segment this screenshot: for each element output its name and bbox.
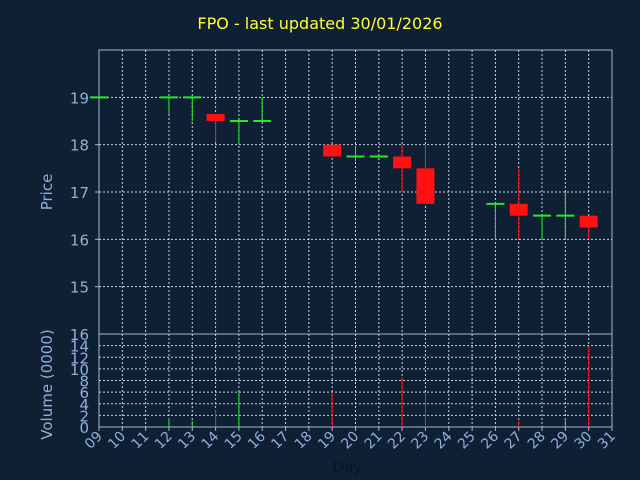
x-tick-label: 13 bbox=[175, 429, 199, 453]
volume-y-tick-label: 16 bbox=[70, 326, 89, 344]
x-tick-label: 11 bbox=[129, 429, 153, 453]
x-tick-label: 21 bbox=[362, 429, 386, 453]
x-tick-label: 14 bbox=[198, 428, 222, 452]
x-tick-label: 23 bbox=[408, 429, 432, 453]
candle-body bbox=[206, 113, 225, 121]
candle-body bbox=[393, 156, 412, 169]
x-tick-label: 19 bbox=[315, 429, 339, 453]
volume-y-tick-label: 12 bbox=[70, 349, 89, 367]
x-tick-label: 26 bbox=[478, 428, 502, 452]
x-axis-label: Day bbox=[333, 458, 363, 476]
chart-title: FPO - last updated 30/01/2026 bbox=[197, 14, 443, 33]
volume-y-tick-label: 4 bbox=[79, 396, 89, 414]
x-tick-label: 22 bbox=[385, 429, 409, 453]
price-y-tick-label: 15 bbox=[70, 279, 89, 297]
x-tick-label: 18 bbox=[292, 429, 316, 453]
candle-body bbox=[416, 168, 435, 204]
volume-axis-label: Volume (0000) bbox=[38, 329, 56, 439]
x-tick-label: 30 bbox=[572, 429, 596, 453]
x-tick-label: 12 bbox=[152, 429, 176, 453]
candle-body bbox=[509, 203, 528, 216]
volume-y-tick-label: 0 bbox=[79, 419, 89, 437]
volume-y-tick-label: 14 bbox=[70, 338, 89, 356]
volume-y-tick-label: 8 bbox=[79, 373, 89, 391]
x-tick-label: 17 bbox=[268, 429, 292, 453]
price-y-tick-label: 19 bbox=[70, 89, 89, 107]
x-tick-label: 29 bbox=[548, 429, 572, 453]
x-tick-label: 24 bbox=[432, 428, 456, 452]
x-tick-label: 10 bbox=[105, 429, 129, 453]
price-axis-label: Price bbox=[38, 174, 56, 211]
price-y-tick-label: 18 bbox=[70, 137, 89, 155]
x-tick-label: 16 bbox=[245, 428, 269, 452]
volume-y-tick-label: 2 bbox=[79, 407, 89, 425]
candle-body bbox=[323, 144, 342, 157]
x-tick-label: 28 bbox=[525, 429, 549, 453]
volume-y-tick-label: 6 bbox=[79, 384, 89, 402]
volume-y-tick-label: 10 bbox=[70, 361, 89, 379]
price-y-tick-label: 17 bbox=[70, 184, 89, 202]
x-tick-label: 20 bbox=[338, 429, 362, 453]
candle-body bbox=[579, 215, 598, 228]
x-tick-label: 31 bbox=[595, 429, 619, 453]
x-tick-label: 27 bbox=[502, 429, 526, 453]
x-tick-label: 25 bbox=[455, 429, 479, 453]
price-y-tick-label: 16 bbox=[70, 231, 89, 249]
x-tick-label: 15 bbox=[222, 429, 246, 453]
